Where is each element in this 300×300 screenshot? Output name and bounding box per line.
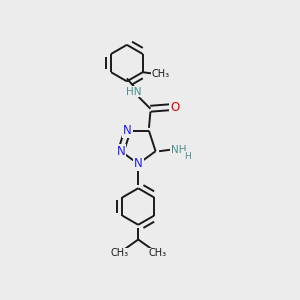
Text: N: N (123, 124, 132, 137)
Text: CH₃: CH₃ (110, 248, 128, 258)
Text: CH₃: CH₃ (148, 248, 166, 258)
Text: H: H (184, 152, 190, 161)
Text: CH₃: CH₃ (151, 69, 169, 79)
Text: N: N (116, 145, 125, 158)
Text: O: O (170, 101, 179, 114)
Text: N: N (134, 157, 142, 170)
Text: NH: NH (170, 145, 186, 155)
Text: HN: HN (127, 87, 142, 97)
